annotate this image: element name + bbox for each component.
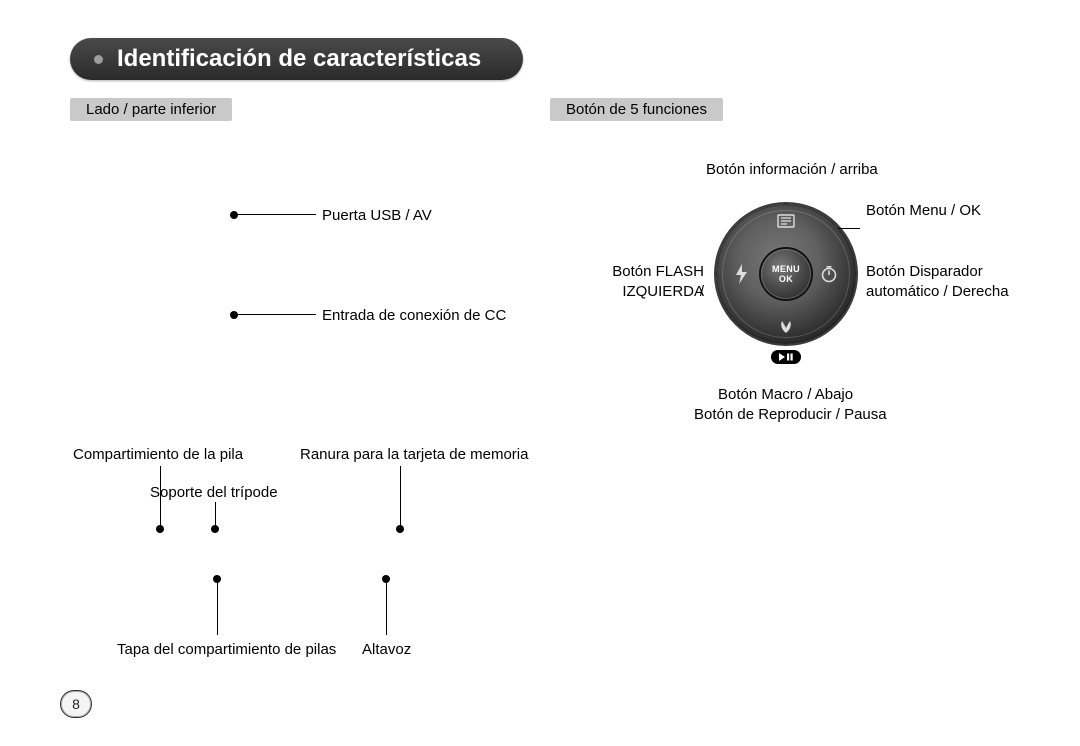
label-battery-compartment: Compartimiento de la pila xyxy=(73,445,243,465)
vline-speaker xyxy=(386,583,387,635)
vline-memory-slot xyxy=(400,466,401,526)
five-function-dial[interactable]: MENU OK xyxy=(716,204,856,344)
section-label-left: Lado / parte inferior xyxy=(70,98,232,121)
label-dc-in: Entrada de conexión de CC xyxy=(322,306,506,326)
timer-icon[interactable] xyxy=(820,265,838,283)
dot-memory-slot xyxy=(396,525,404,533)
line-usb-av xyxy=(238,214,316,215)
play-pause-icon[interactable] xyxy=(771,350,801,364)
info-icon[interactable] xyxy=(777,214,795,228)
label-tripod: Soporte del trípode xyxy=(150,483,278,503)
flash-icon[interactable] xyxy=(734,264,748,284)
page-number: 8 xyxy=(60,690,92,718)
label-battery-cover: Tapa del compartimiento de pilas xyxy=(117,640,336,660)
vline-battery-cover xyxy=(217,583,218,635)
title-bullet xyxy=(94,55,103,64)
page-title-bar: Identificación de características xyxy=(70,38,523,80)
section-label-right: Botón de 5 funciones xyxy=(550,98,723,121)
page-title: Identificación de características xyxy=(117,45,481,73)
label-flash-left-2: IZQUIERDA xyxy=(604,282,704,302)
line-dc-in xyxy=(238,314,316,315)
vline-tripod xyxy=(215,502,216,526)
vline-battery-compartment xyxy=(160,466,161,526)
dot-usb-av xyxy=(230,211,238,219)
menu-ok-button[interactable]: MENU OK xyxy=(761,249,811,299)
dot-battery-compartment xyxy=(156,525,164,533)
page-number-text: 8 xyxy=(72,696,80,712)
dot-battery-cover xyxy=(213,575,221,583)
line-menu-ok xyxy=(838,228,860,229)
dot-tripod xyxy=(211,525,219,533)
macro-icon[interactable] xyxy=(777,318,795,334)
label-timer-right-1: Botón Disparador xyxy=(866,262,983,282)
dot-speaker xyxy=(382,575,390,583)
center-menu-text: MENU xyxy=(772,264,800,274)
dot-dc-in xyxy=(230,311,238,319)
label-play-pause: Botón de Reproducir / Pausa xyxy=(694,405,887,425)
label-usb-av: Puerta USB / AV xyxy=(322,206,432,226)
center-ok-text: OK xyxy=(779,274,793,284)
label-menu-ok: Botón Menu / OK xyxy=(866,201,981,221)
label-timer-right-2: automático / Derecha xyxy=(866,282,1009,302)
label-macro-down: Botón Macro / Abajo xyxy=(718,385,853,405)
label-info-up: Botón información / arriba xyxy=(706,160,878,180)
label-speaker: Altavoz xyxy=(362,640,411,660)
label-memory-slot: Ranura para la tarjeta de memoria xyxy=(300,445,528,465)
